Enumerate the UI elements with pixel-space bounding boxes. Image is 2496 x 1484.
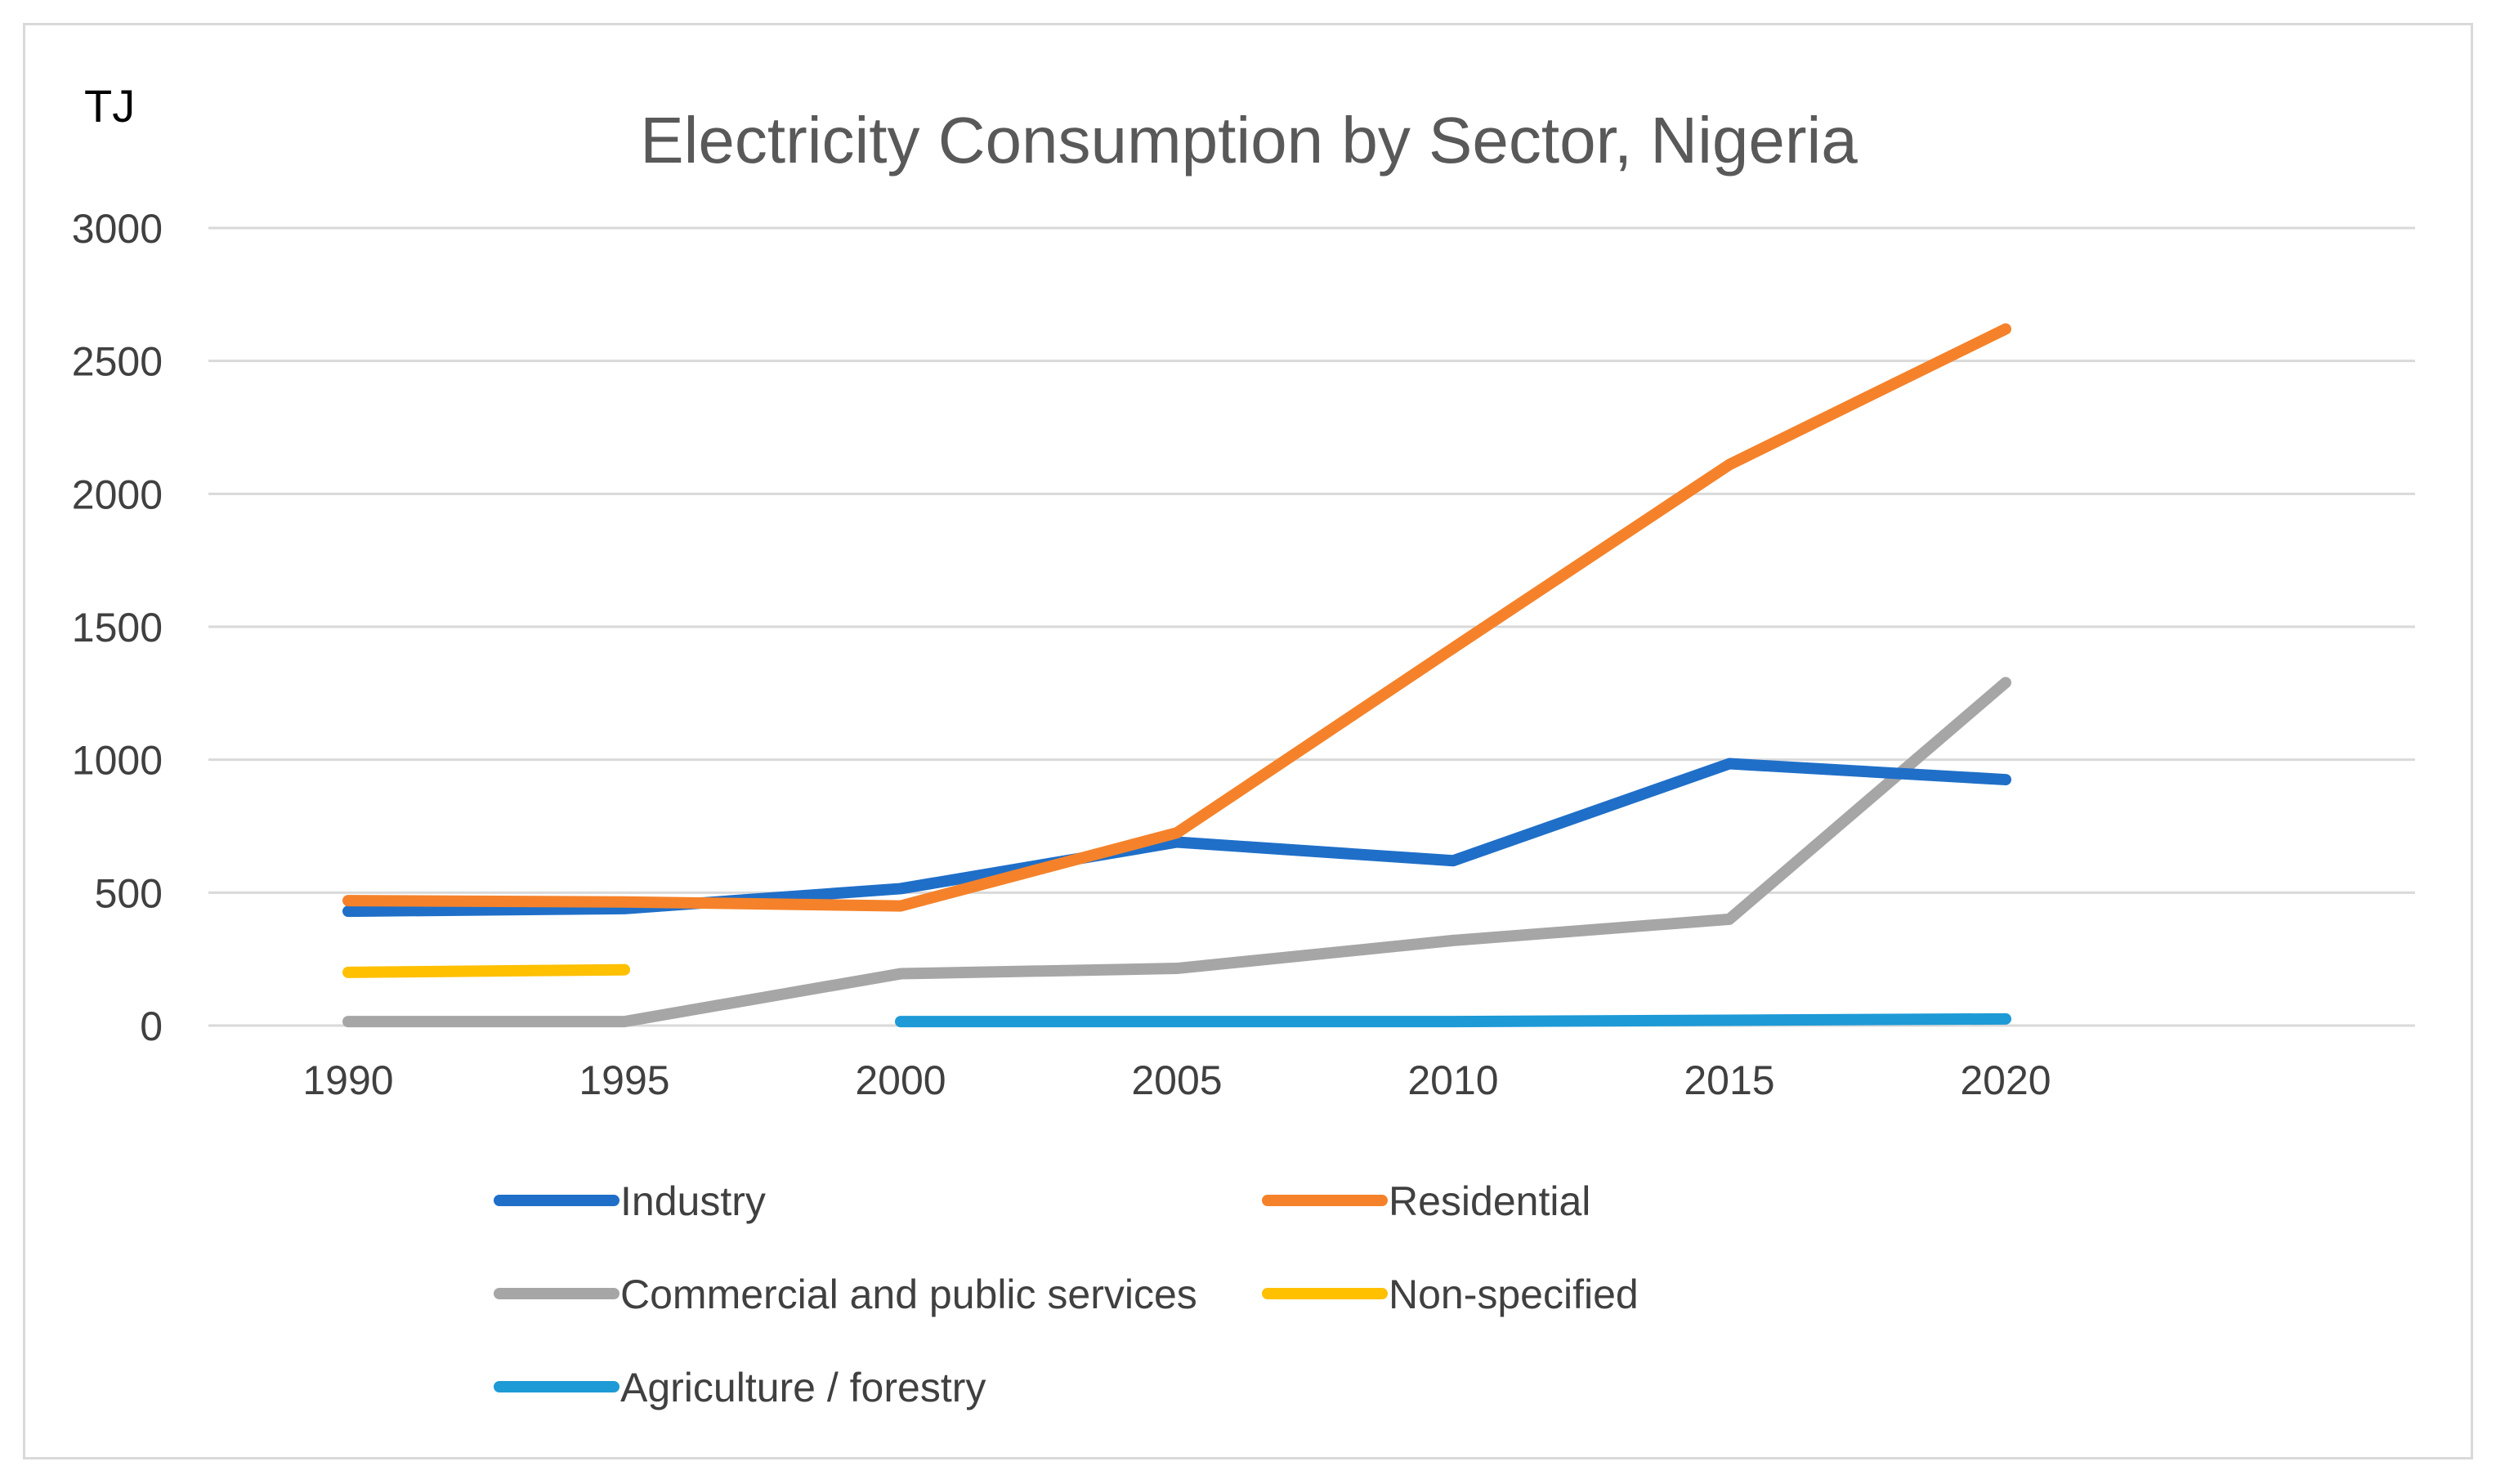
x-tick-label: 2000: [855, 1057, 946, 1103]
series-lines: [342, 323, 2011, 1028]
y-unit-label: TJ: [84, 80, 135, 132]
x-tick-label: 2010: [1407, 1057, 1498, 1103]
x-tick-label: 2020: [1960, 1057, 2051, 1103]
line-chart: TJ Electricity Consumption by Sector, Ni…: [72, 80, 2415, 1410]
x-axis-ticks: 1990 1995 2000 2005 2010 2015 2020: [302, 1057, 2051, 1103]
legend-label-agriculture-forestry: Agriculture / forestry: [620, 1365, 986, 1410]
y-tick-label: 0: [140, 1003, 163, 1049]
chart-frame: TJ Electricity Consumption by Sector, Ni…: [23, 23, 2473, 1459]
x-tick-label: 2005: [1131, 1057, 1222, 1103]
x-tick-label: 1995: [579, 1057, 669, 1103]
y-tick-label: 500: [95, 870, 163, 916]
y-tick-label: 2500: [72, 339, 163, 385]
y-tick-label: 1000: [72, 738, 163, 784]
chart-title: Electricity Consumption by Sector, Niger…: [640, 104, 1858, 177]
y-tick-label: 1500: [72, 605, 163, 650]
series-line-residential: [342, 323, 2011, 912]
x-tick-label: 2015: [1684, 1057, 1774, 1103]
legend-label-residential: Residential: [1389, 1178, 1590, 1224]
legend-label-industry: Industry: [620, 1178, 766, 1224]
series-line-agriculture-forestry: [895, 1012, 2011, 1028]
series-line-non-specified: [342, 963, 630, 978]
series-line-commercial-and-public-services: [342, 677, 2011, 1028]
x-tick-label: 1990: [302, 1057, 393, 1103]
legend-label-non-specified: Non-specified: [1389, 1272, 1639, 1317]
y-tick-label: 3000: [72, 206, 163, 252]
y-axis-ticks: 0 500 1000 1500 2000 2500 3000: [72, 206, 163, 1049]
y-tick-label: 2000: [72, 472, 163, 517]
legend: Industry Residential Commercial and public…: [494, 1178, 1639, 1410]
legend-label-commercial-and-public-services: Commercial and public services: [620, 1272, 1197, 1317]
gridlines: [208, 226, 2415, 1027]
series-line-industry: [342, 758, 2011, 918]
